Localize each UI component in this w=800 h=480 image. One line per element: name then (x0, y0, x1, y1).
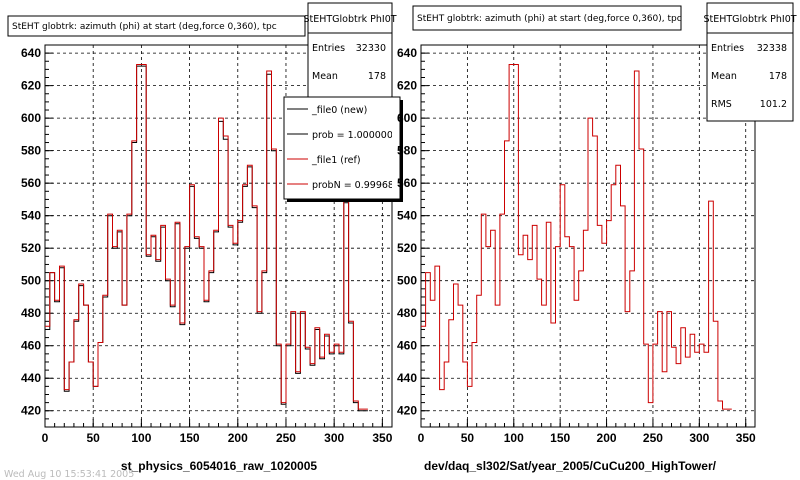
x-tick-label: 200 (228, 431, 248, 445)
y-tick-label: 560 (21, 176, 41, 190)
stats-title: StEHTGlobtrk PhI0T (703, 14, 796, 25)
x-tick-label: 100 (504, 431, 524, 445)
x-tick-label: 350 (736, 431, 756, 445)
series-line-2 (45, 64, 368, 410)
stats-value: 178 (368, 71, 386, 82)
x-tick-label: 350 (372, 431, 392, 445)
y-tick-label: 520 (397, 241, 417, 255)
legend-label: probN = 0.999681 (312, 180, 400, 191)
stats-box (307, 2, 393, 104)
y-tick-label: 600 (21, 111, 41, 125)
stats-value: 32338 (757, 43, 787, 54)
x-tick-label: 150 (550, 431, 570, 445)
y-tick-label: 540 (21, 209, 41, 223)
legend-label: _file1 (ref) (311, 155, 361, 166)
y-tick-label: 600 (397, 111, 417, 125)
stats-label: Entries (711, 43, 744, 54)
x-tick-label: 250 (276, 431, 296, 445)
x-tick-label: 300 (324, 431, 344, 445)
x-tick-label: 250 (643, 431, 663, 445)
legend-label: prob = 1.000000 (312, 130, 393, 141)
stats-label: Mean (312, 71, 338, 82)
y-tick-label: 580 (21, 144, 41, 158)
series-line-1 (421, 64, 732, 410)
y-tick-label: 500 (21, 274, 41, 288)
x-tick-label: 0 (418, 431, 425, 445)
y-tick-label: 560 (397, 176, 417, 190)
x-tick-label: 100 (131, 431, 151, 445)
footer-date: Wed Aug 10 15:53:41 2005 (4, 469, 134, 480)
y-tick-label: 460 (21, 339, 41, 353)
y-tick-label: 420 (397, 404, 417, 418)
legend-label: _file0 (new) (311, 105, 367, 116)
stats-value: 32330 (356, 43, 386, 54)
y-tick-label: 480 (397, 306, 417, 320)
title-box (7, 15, 306, 37)
x-axis-label: dev/daq_sl302/Sat/year_2005/CuCu200_High… (424, 459, 717, 473)
x-tick-label: 200 (597, 431, 617, 445)
x-tick-label: 150 (180, 431, 200, 445)
x-tick-label: 300 (689, 431, 709, 445)
stats-title: StEHTGlobtrk PhI0T (303, 14, 396, 25)
y-tick-label: 440 (21, 371, 41, 385)
y-tick-label: 620 (397, 79, 417, 93)
chart-1: 0 50 100 150 200 250 300 350 420 440 460 480 500 520 5… (7, 2, 403, 473)
stats-box (706, 2, 794, 122)
plot-frame (420, 44, 756, 428)
stats-label: Entries (312, 43, 345, 54)
y-tick-label: 500 (397, 274, 417, 288)
x-tick-label: 50 (87, 431, 101, 445)
y-tick-label: 620 (21, 79, 41, 93)
y-tick-label: 440 (397, 371, 417, 385)
y-tick-label: 520 (21, 241, 41, 255)
x-axis-label: st_physics_6054016_raw_1020005 (121, 459, 317, 473)
y-tick-label: 580 (397, 144, 417, 158)
stats-label: RMS (711, 99, 732, 110)
stats-value: 101.2 (760, 99, 787, 110)
x-tick-label: 50 (461, 431, 475, 445)
stats-value: 178 (769, 71, 787, 82)
legend-box (283, 96, 401, 200)
chart-title: StEHT globtrk: azimuth (phi) at start (d… (12, 22, 277, 32)
chart-2: 0 50 100 150 200 250 300 350 420 440 460 480 500 520 5… (397, 2, 797, 473)
y-tick-label: 640 (21, 46, 41, 60)
title-box (412, 5, 682, 31)
y-tick-label: 460 (397, 339, 417, 353)
stats-label: Mean (711, 71, 737, 82)
y-tick-label: 480 (21, 306, 41, 320)
y-tick-label: 420 (21, 404, 41, 418)
x-tick-label: 0 (42, 431, 49, 445)
y-tick-label: 640 (397, 46, 417, 60)
y-tick-label: 540 (397, 209, 417, 223)
chart-title: StEHT globtrk: azimuth (phi) at start (d… (417, 14, 682, 24)
